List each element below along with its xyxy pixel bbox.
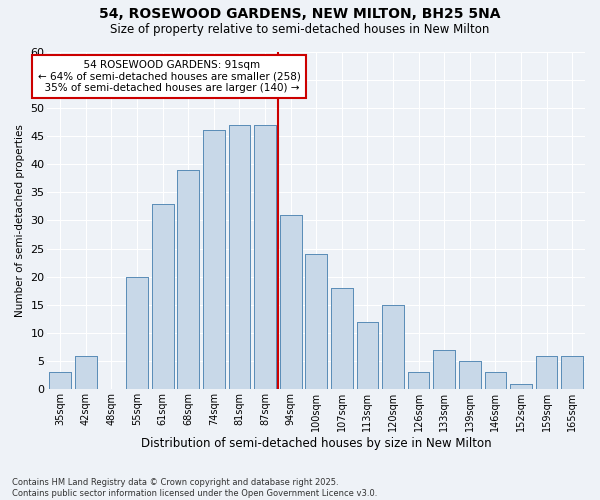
Bar <box>305 254 327 390</box>
Bar <box>562 356 583 390</box>
Bar <box>485 372 506 390</box>
Bar <box>49 372 71 390</box>
Bar <box>203 130 225 390</box>
Text: 54, ROSEWOOD GARDENS, NEW MILTON, BH25 5NA: 54, ROSEWOOD GARDENS, NEW MILTON, BH25 5… <box>99 8 501 22</box>
Bar <box>536 356 557 390</box>
Y-axis label: Number of semi-detached properties: Number of semi-detached properties <box>15 124 25 317</box>
Bar <box>49 372 71 390</box>
Bar <box>280 215 302 390</box>
Bar <box>254 124 276 390</box>
Bar <box>152 204 173 390</box>
X-axis label: Distribution of semi-detached houses by size in New Milton: Distribution of semi-detached houses by … <box>141 437 491 450</box>
Bar <box>75 356 97 390</box>
Bar <box>356 322 379 390</box>
Bar <box>459 361 481 390</box>
Bar <box>382 305 404 390</box>
Text: Size of property relative to semi-detached houses in New Milton: Size of property relative to semi-detach… <box>110 22 490 36</box>
Bar <box>356 322 379 390</box>
Bar <box>408 372 430 390</box>
Bar <box>433 350 455 390</box>
Bar <box>459 361 481 390</box>
Bar <box>152 204 173 390</box>
Bar <box>126 276 148 390</box>
Bar <box>536 356 557 390</box>
Text: 54 ROSEWOOD GARDENS: 91sqm
← 64% of semi-detached houses are smaller (258)
  35%: 54 ROSEWOOD GARDENS: 91sqm ← 64% of semi… <box>38 60 301 93</box>
Bar <box>305 254 327 390</box>
Bar <box>229 124 250 390</box>
Bar <box>562 356 583 390</box>
Bar <box>433 350 455 390</box>
Bar <box>382 305 404 390</box>
Bar <box>126 276 148 390</box>
Bar <box>331 288 353 390</box>
Bar <box>178 170 199 390</box>
Bar <box>280 215 302 390</box>
Bar <box>229 124 250 390</box>
Bar <box>485 372 506 390</box>
Text: Contains HM Land Registry data © Crown copyright and database right 2025.
Contai: Contains HM Land Registry data © Crown c… <box>12 478 377 498</box>
Bar <box>408 372 430 390</box>
Bar <box>203 130 225 390</box>
Bar <box>510 384 532 390</box>
Bar <box>510 384 532 390</box>
Bar <box>331 288 353 390</box>
Bar <box>254 124 276 390</box>
Bar <box>178 170 199 390</box>
Bar <box>75 356 97 390</box>
